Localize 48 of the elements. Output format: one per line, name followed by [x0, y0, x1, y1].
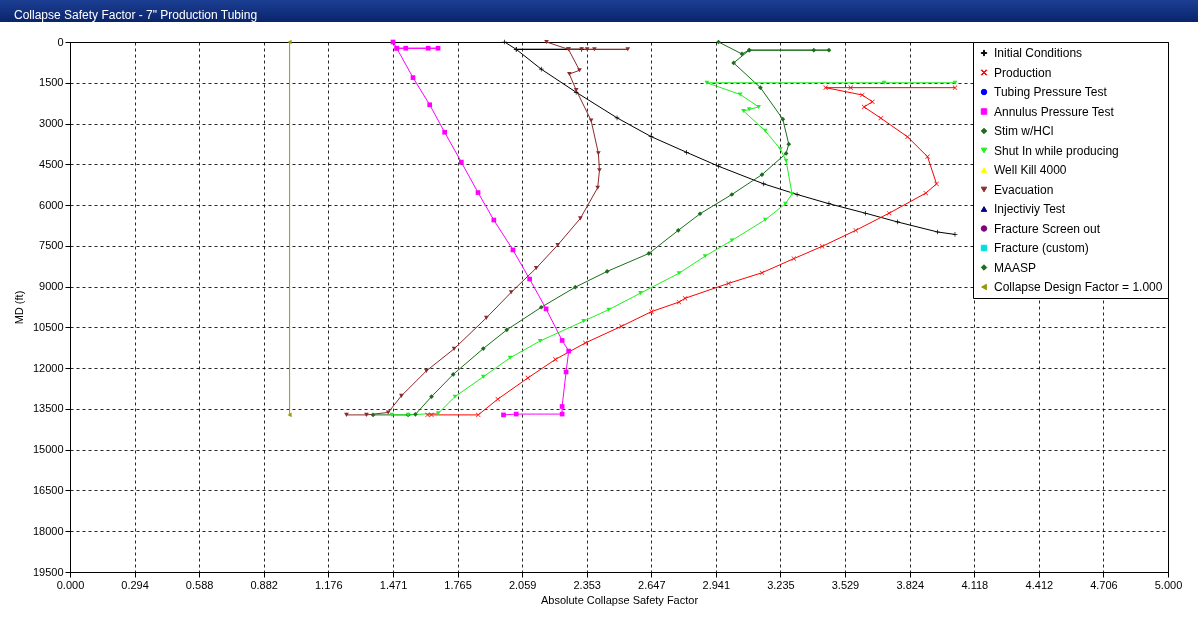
legend-label: Initial Conditions — [994, 46, 1083, 60]
y-tick-label: 9000 — [39, 280, 64, 293]
x-tick-label: 3.529 — [831, 578, 860, 591]
x-tick-label: 1.176 — [314, 578, 343, 591]
x-tick-label: 4.412 — [1025, 578, 1054, 591]
x-tick-label: 4.706 — [1090, 578, 1118, 591]
legend-label: Evacuation — [994, 182, 1054, 197]
x-tick-label: 3.235 — [767, 578, 795, 591]
legend-label: Annulus Pressure Test — [994, 104, 1115, 119]
x-tick-label: 4.118 — [961, 578, 989, 591]
legend-label: Fracture Screen out — [994, 221, 1101, 236]
legend-label: Production — [994, 65, 1052, 80]
x-tick-label: 0.882 — [250, 578, 278, 591]
legend-label: Stim w/HCl — [994, 124, 1054, 138]
y-tick-label: 16500 — [32, 483, 64, 496]
y-tick-label: 13500 — [32, 402, 64, 415]
y-tick-label: 15000 — [32, 443, 64, 456]
x-tick-label: 2.647 — [638, 578, 666, 591]
y-tick-label: 6000 — [39, 198, 64, 211]
x-tick-label: 2.941 — [702, 578, 731, 591]
x-tick-label: 0.588 — [185, 578, 214, 591]
legend-label: MAASP — [994, 260, 1037, 275]
x-tick-label: 5.000 — [1154, 578, 1183, 591]
y-tick-label: 10500 — [32, 320, 64, 333]
y-tick-label: 18000 — [32, 524, 64, 537]
legend-label: Tubing Pressure Test — [994, 85, 1108, 99]
y-tick-label: 1500 — [39, 76, 64, 89]
chart-title: Collapse Safety Factor - 7" Production Tubing — [14, 8, 258, 22]
legend-label: Injectiviy Test — [994, 202, 1066, 216]
x-tick-label: 3.824 — [896, 578, 925, 591]
y-tick-label: 19500 — [32, 565, 64, 578]
y-tick-label: 4500 — [39, 157, 64, 170]
x-tick-label: 1.471 — [379, 578, 408, 591]
legend-label: Fracture (custom) — [994, 241, 1089, 255]
y-tick-label: 0 — [57, 35, 64, 48]
x-axis-title: Absolute Collapse Safety Factor — [540, 593, 699, 606]
y-tick-label: 3000 — [39, 117, 64, 130]
legend-label: Collapse Design Factor = 1.000 — [994, 280, 1163, 294]
legend-label: Shut In while producing — [994, 143, 1119, 158]
y-tick-label: 12000 — [32, 361, 64, 374]
x-tick-label: 2.353 — [573, 578, 601, 591]
y-axis-title: MD (ft) — [12, 290, 25, 325]
x-tick-label: 0.294 — [121, 578, 149, 591]
x-tick-label: 0.000 — [56, 578, 85, 591]
x-tick-label: 2.059 — [508, 578, 537, 591]
x-tick-label: 1.765 — [444, 578, 472, 591]
y-tick-label: 7500 — [39, 239, 64, 252]
legend-label: Well Kill 4000 — [994, 163, 1067, 177]
